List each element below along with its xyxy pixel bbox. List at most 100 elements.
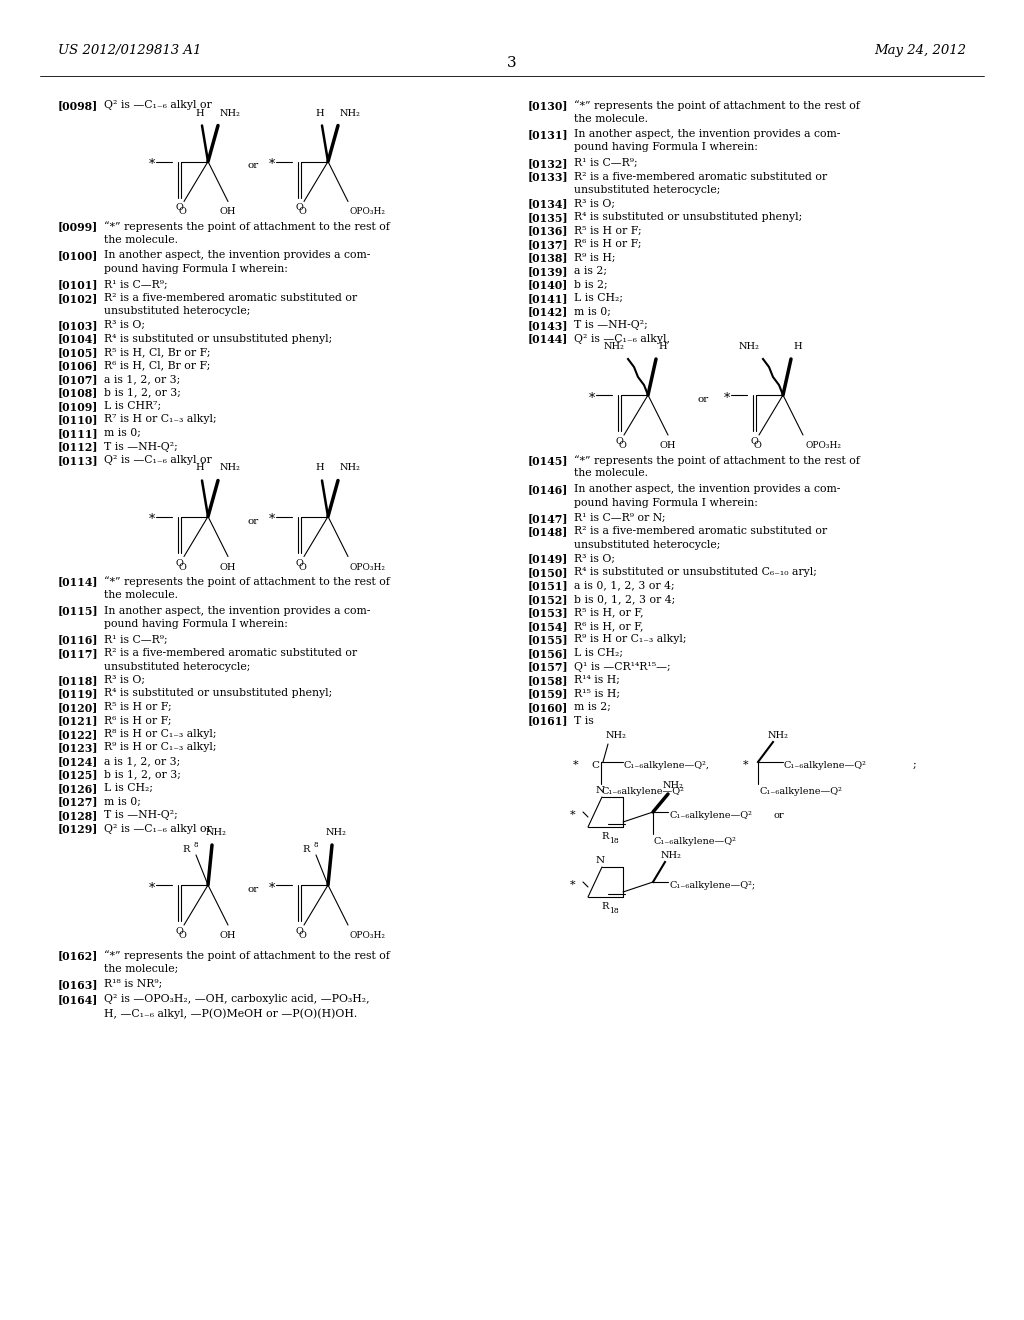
Text: [0108]: [0108]	[58, 388, 98, 399]
Text: [0127]: [0127]	[58, 796, 98, 808]
Text: T is —NH-Q²;: T is —NH-Q²;	[104, 441, 178, 451]
Text: O: O	[750, 437, 758, 446]
Text: NH₂: NH₂	[768, 731, 788, 741]
Text: O: O	[753, 441, 761, 450]
Text: [0146]: [0146]	[528, 484, 568, 495]
Text: R⁷ is H or C₁₋₃ alkyl;: R⁷ is H or C₁₋₃ alkyl;	[104, 414, 217, 425]
Text: R¹⁸ is NR⁹;: R¹⁸ is NR⁹;	[104, 979, 162, 989]
Text: [0114]: [0114]	[58, 577, 98, 587]
Text: [0152]: [0152]	[528, 594, 568, 605]
Text: [0156]: [0156]	[528, 648, 568, 659]
Text: R² is a five-membered aromatic substituted or: R² is a five-membered aromatic substitut…	[104, 648, 357, 657]
Text: O: O	[178, 931, 186, 940]
Text: *: *	[269, 513, 275, 525]
Text: [0113]: [0113]	[58, 455, 98, 466]
Text: b is 1, 2, or 3;: b is 1, 2, or 3;	[104, 770, 181, 780]
Text: or: or	[773, 810, 783, 820]
Text: R¹ is C—R⁹ or N;: R¹ is C—R⁹ or N;	[574, 513, 666, 523]
Text: [0145]: [0145]	[528, 455, 568, 466]
Text: O: O	[295, 203, 303, 213]
Text: H: H	[196, 108, 205, 117]
Text: R³ is O;: R³ is O;	[574, 198, 615, 209]
Text: [0138]: [0138]	[528, 252, 568, 264]
Text: T is: T is	[574, 715, 594, 726]
Text: [0128]: [0128]	[58, 810, 98, 821]
Text: 8: 8	[314, 841, 318, 849]
Text: Q² is —C₁₋₆ alkyl,: Q² is —C₁₋₆ alkyl,	[574, 334, 670, 343]
Text: *: *	[148, 513, 155, 525]
Text: Q² is —C₁₋₆ alkyl or: Q² is —C₁₋₆ alkyl or	[104, 100, 212, 110]
Text: 18: 18	[609, 907, 618, 915]
Text: b is 1, 2, or 3;: b is 1, 2, or 3;	[104, 388, 181, 397]
Text: OPO₃H₂: OPO₃H₂	[350, 207, 386, 216]
Text: OH: OH	[220, 562, 237, 572]
Text: 3: 3	[507, 55, 517, 70]
Text: *: *	[269, 158, 275, 172]
Text: NH₂: NH₂	[220, 108, 241, 117]
Text: [0122]: [0122]	[58, 729, 98, 741]
Text: R¹ is C—R⁹;: R¹ is C—R⁹;	[574, 158, 638, 168]
Text: [0157]: [0157]	[528, 661, 568, 672]
Text: or: or	[248, 884, 259, 894]
Text: R³ is O;: R³ is O;	[574, 553, 615, 564]
Text: O: O	[298, 207, 306, 216]
Text: the molecule;: the molecule;	[104, 964, 178, 974]
Text: C₁₋₆alkylene—Q²;: C₁₋₆alkylene—Q²;	[669, 880, 755, 890]
Text: b is 0, 1, 2, 3 or 4;: b is 0, 1, 2, 3 or 4;	[574, 594, 675, 605]
Text: [0154]: [0154]	[528, 620, 568, 632]
Text: R² is a five-membered aromatic substituted or: R² is a five-membered aromatic substitut…	[574, 172, 827, 181]
Text: NH₂: NH₂	[206, 828, 227, 837]
Text: Q² is —C₁₋₆ alkyl or: Q² is —C₁₋₆ alkyl or	[104, 824, 212, 833]
Text: “*” represents the point of attachment to the rest of: “*” represents the point of attachment t…	[104, 950, 390, 961]
Text: R⁹ is H or C₁₋₃ alkyl;: R⁹ is H or C₁₋₃ alkyl;	[104, 742, 216, 752]
Text: the molecule.: the molecule.	[104, 590, 178, 601]
Text: [0129]: [0129]	[58, 824, 98, 834]
Text: unsubstituted heterocycle;: unsubstituted heterocycle;	[104, 306, 251, 317]
Text: R⁵ is H or F;: R⁵ is H or F;	[574, 226, 642, 235]
Text: [0126]: [0126]	[58, 783, 98, 795]
Text: [0151]: [0151]	[528, 581, 568, 591]
Text: [0131]: [0131]	[528, 129, 568, 140]
Text: L is CH₂;: L is CH₂;	[104, 783, 153, 793]
Text: [0106]: [0106]	[58, 360, 98, 371]
Text: C₁₋₆alkylene—Q²: C₁₋₆alkylene—Q²	[669, 810, 752, 820]
Text: the molecule.: the molecule.	[574, 114, 648, 124]
Text: H: H	[196, 463, 205, 473]
Text: “*” represents the point of attachment to the rest of: “*” represents the point of attachment t…	[104, 577, 390, 587]
Text: [0161]: [0161]	[528, 715, 568, 726]
Text: H: H	[658, 342, 667, 351]
Text: In another aspect, the invention provides a com-: In another aspect, the invention provide…	[574, 129, 841, 139]
Text: NH₂: NH₂	[340, 108, 360, 117]
Text: [0116]: [0116]	[58, 635, 98, 645]
Text: [0148]: [0148]	[528, 527, 568, 537]
Text: T is —NH-Q²;: T is —NH-Q²;	[104, 810, 178, 820]
Text: OPO₃H₂: OPO₃H₂	[350, 931, 386, 940]
Text: In another aspect, the invention provides a com-: In another aspect, the invention provide…	[104, 606, 371, 615]
Text: [0137]: [0137]	[528, 239, 568, 249]
Text: O: O	[618, 441, 626, 450]
Text: Q² is —C₁₋₆ alkyl or: Q² is —C₁₋₆ alkyl or	[104, 455, 212, 465]
Text: OPO₃H₂: OPO₃H₂	[805, 441, 841, 450]
Text: C₁₋₆alkylene—Q²: C₁₋₆alkylene—Q²	[759, 787, 842, 796]
Text: [0135]: [0135]	[528, 213, 568, 223]
Text: OH: OH	[220, 207, 237, 216]
Text: the molecule.: the molecule.	[104, 235, 178, 246]
Text: O: O	[178, 207, 186, 216]
Text: unsubstituted heterocycle;: unsubstituted heterocycle;	[104, 661, 251, 672]
Text: L is CH₂;: L is CH₂;	[574, 648, 623, 657]
Text: [0136]: [0136]	[528, 226, 568, 236]
Text: H: H	[315, 463, 325, 473]
Text: pound having Formula I wherein:: pound having Formula I wherein:	[104, 619, 288, 630]
Text: unsubstituted heterocycle;: unsubstituted heterocycle;	[574, 185, 720, 195]
Text: [0142]: [0142]	[528, 306, 568, 318]
Text: H: H	[315, 108, 325, 117]
Text: [0105]: [0105]	[58, 347, 98, 358]
Text: [0147]: [0147]	[528, 513, 568, 524]
Text: [0132]: [0132]	[528, 158, 568, 169]
Text: 18: 18	[609, 837, 618, 845]
Text: In another aspect, the invention provides a com-: In another aspect, the invention provide…	[104, 251, 371, 260]
Text: [0118]: [0118]	[58, 675, 98, 686]
Text: R¹ is C—R⁹;: R¹ is C—R⁹;	[104, 635, 168, 644]
Text: O: O	[175, 927, 183, 936]
Text: R⁵ is H, or F,: R⁵ is H, or F,	[574, 607, 644, 618]
